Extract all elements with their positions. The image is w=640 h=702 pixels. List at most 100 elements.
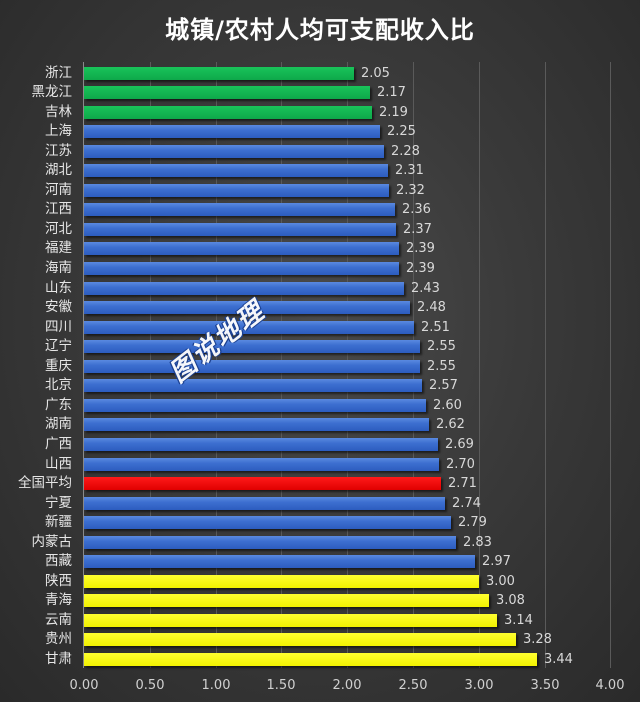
- category-label: 安徽: [45, 299, 72, 315]
- bar-row: 黑龙江 2.17: [0, 83, 640, 102]
- category-label: 江苏: [45, 143, 72, 159]
- value-label: 2.55: [427, 359, 456, 374]
- category-label: 新疆: [45, 514, 72, 530]
- value-label: 2.69: [445, 437, 474, 452]
- value-label: 2.28: [391, 144, 420, 159]
- bar: [84, 497, 445, 510]
- bar-row: 陕西 3.00: [0, 572, 640, 591]
- bar: [84, 145, 384, 158]
- bar-row: 上海 2.25: [0, 122, 640, 141]
- category-label: 浙江: [45, 65, 72, 81]
- bar: [84, 223, 396, 236]
- value-label: 3.14: [504, 613, 533, 628]
- bar: [84, 301, 410, 314]
- category-label: 上海: [45, 123, 72, 139]
- x-tick-label: 3.50: [530, 678, 560, 693]
- bar: [84, 67, 354, 80]
- bar-row: 湖北 2.31: [0, 161, 640, 180]
- bar-row: 辽宁 2.55: [0, 337, 640, 356]
- bar: [84, 262, 399, 275]
- value-label: 2.83: [463, 535, 492, 550]
- bar: [84, 458, 439, 471]
- value-label: 2.74: [452, 496, 481, 511]
- value-label: 3.44: [544, 652, 573, 667]
- category-label: 广西: [45, 436, 72, 452]
- bar-row: 安徽 2.48: [0, 298, 640, 317]
- category-label: 江西: [45, 201, 72, 217]
- bar-row: 西藏 2.97: [0, 552, 640, 571]
- category-label: 河南: [45, 182, 72, 198]
- value-label: 2.39: [406, 261, 435, 276]
- category-label: 广东: [45, 397, 72, 413]
- x-tick-label: 2.50: [398, 678, 428, 693]
- bar-row: 内蒙古 2.83: [0, 533, 640, 552]
- bar-row: 江苏 2.28: [0, 142, 640, 161]
- bar-row: 四川 2.51: [0, 318, 640, 337]
- bar: [84, 360, 420, 373]
- bar: [84, 575, 479, 588]
- value-label: 2.19: [379, 105, 408, 120]
- bar: [84, 379, 422, 392]
- gridline: [610, 62, 611, 668]
- bar-row: 云南 3.14: [0, 611, 640, 630]
- value-label: 2.32: [396, 183, 425, 198]
- bar-row: 重庆 2.55: [0, 357, 640, 376]
- gridline: [545, 62, 546, 668]
- category-label: 四川: [45, 319, 72, 335]
- x-tick-label: 1.50: [266, 678, 296, 693]
- value-label: 3.00: [486, 574, 515, 589]
- category-label: 山东: [45, 280, 72, 296]
- bar-row: 河北 2.37: [0, 220, 640, 239]
- value-label: 2.79: [458, 515, 487, 530]
- bar-row: 北京 2.57: [0, 376, 640, 395]
- bar: [84, 242, 399, 255]
- bar-row: 浙江 2.05: [0, 64, 640, 83]
- gridline: [479, 62, 480, 668]
- bar-row: 湖南 2.62: [0, 415, 640, 434]
- bar-row: 福建 2.39: [0, 239, 640, 258]
- bar-row: 宁夏 2.74: [0, 494, 640, 513]
- bar-row: 新疆 2.79: [0, 513, 640, 532]
- x-tick-label: 4.00: [595, 678, 625, 693]
- value-label: 3.28: [523, 632, 552, 647]
- category-label: 青海: [45, 592, 72, 608]
- bar: [84, 321, 414, 334]
- bar: [84, 106, 372, 119]
- value-label: 2.62: [436, 417, 465, 432]
- bar-row: 山东 2.43: [0, 279, 640, 298]
- value-label: 2.55: [427, 339, 456, 354]
- category-label: 山西: [45, 456, 72, 472]
- bar-row: 吉林 2.19: [0, 103, 640, 122]
- bar: [84, 399, 426, 412]
- value-label: 2.60: [433, 398, 462, 413]
- value-label: 2.39: [406, 241, 435, 256]
- bar: [84, 340, 420, 353]
- bar: [84, 438, 438, 451]
- bar-row: 广西 2.69: [0, 435, 640, 454]
- bar-row: 全国平均 2.71: [0, 474, 640, 493]
- category-label: 湖南: [45, 416, 72, 432]
- x-tick-label: 1.00: [201, 678, 231, 693]
- bar: [84, 164, 388, 177]
- value-label: 2.51: [421, 320, 450, 335]
- bar: [84, 633, 516, 646]
- value-label: 2.37: [403, 222, 432, 237]
- bar: [84, 125, 380, 138]
- bar-row: 贵州 3.28: [0, 630, 640, 649]
- category-label: 北京: [45, 377, 72, 393]
- category-label: 宁夏: [45, 495, 72, 511]
- bar: [84, 282, 404, 295]
- category-label: 河北: [45, 221, 72, 237]
- category-label: 吉林: [45, 104, 72, 120]
- value-label: 2.31: [395, 163, 424, 178]
- category-label: 辽宁: [45, 338, 72, 354]
- bar: [84, 418, 429, 431]
- bar: [84, 86, 370, 99]
- category-label: 全国平均: [18, 475, 72, 491]
- chart-title: 城镇/农村人均可支配收入比: [165, 16, 475, 44]
- x-tick-label: 0.00: [69, 678, 99, 693]
- value-label: 2.25: [387, 124, 416, 139]
- bar-row: 江西 2.36: [0, 200, 640, 219]
- bar: [84, 594, 489, 607]
